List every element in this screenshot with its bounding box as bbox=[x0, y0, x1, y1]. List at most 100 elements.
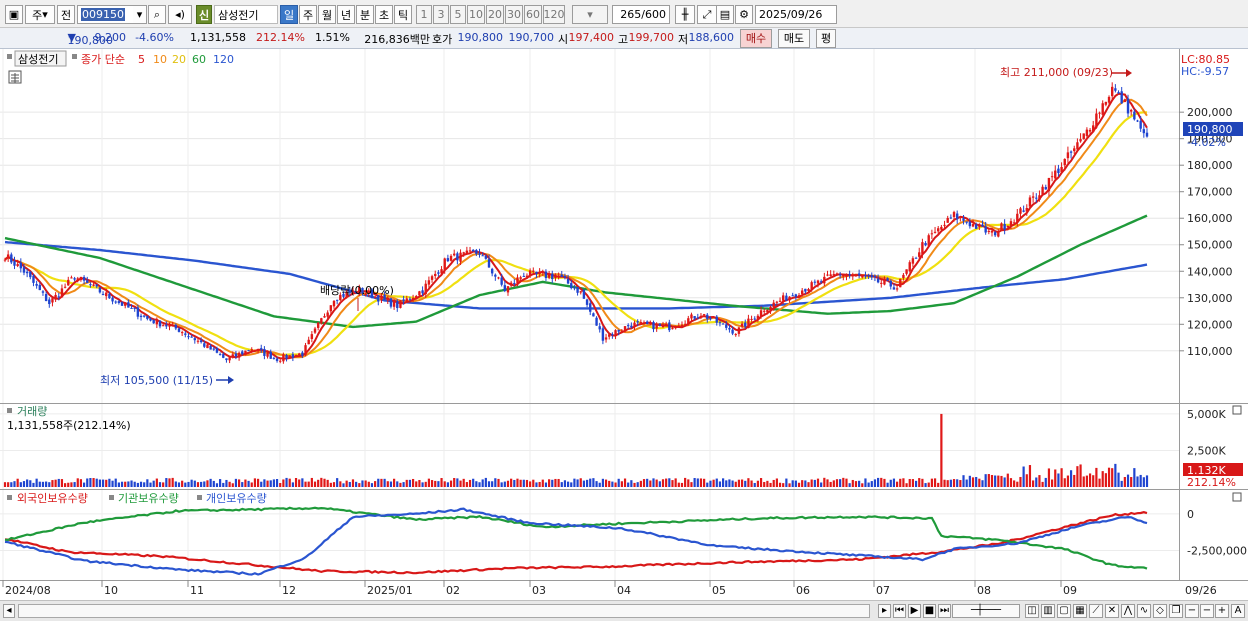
pattern-icon[interactable]: ⋀ bbox=[1121, 604, 1135, 618]
period-button[interactable]: 일 bbox=[280, 5, 298, 24]
window-icon[interactable]: ▢ bbox=[1057, 604, 1071, 618]
volume-bar bbox=[456, 478, 459, 487]
volume-bar bbox=[29, 480, 32, 487]
buy-button[interactable]: 매수 bbox=[740, 29, 772, 48]
volume-bar bbox=[880, 477, 883, 487]
period-button[interactable]: 년 bbox=[337, 5, 355, 24]
save-icon[interactable]: ▤ bbox=[716, 5, 734, 24]
candle-body bbox=[335, 299, 339, 301]
volume-bar bbox=[759, 478, 763, 487]
ma-label[interactable]: 종가 단순 bbox=[81, 53, 125, 66]
interval-button[interactable]: 60 bbox=[524, 5, 542, 24]
interval-input[interactable]: ▾ bbox=[572, 5, 608, 24]
trend-icon[interactable]: ⟋ bbox=[1089, 604, 1103, 618]
interval-button[interactable]: 1 bbox=[416, 5, 432, 24]
period-button[interactable]: 주 bbox=[299, 5, 317, 24]
volume-bar bbox=[601, 478, 604, 487]
volume-bar bbox=[715, 478, 718, 487]
cross-icon[interactable]: ✕ bbox=[1105, 604, 1119, 618]
candle-body bbox=[1088, 129, 1092, 132]
last-page-icon[interactable]: ⏭ bbox=[938, 604, 951, 618]
font-size-icon[interactable]: A bbox=[1231, 604, 1245, 618]
candle-body bbox=[313, 328, 317, 333]
candle-body bbox=[668, 322, 671, 331]
layout-icon[interactable]: ◫ bbox=[1025, 604, 1039, 618]
period-button[interactable]: 틱 bbox=[394, 5, 412, 24]
scrollbar-thumb[interactable] bbox=[18, 604, 870, 618]
candle-body bbox=[763, 310, 766, 312]
interval-button[interactable]: 3 bbox=[433, 5, 449, 24]
volume-bar bbox=[399, 482, 402, 487]
date-input[interactable]: 2025/09/26 bbox=[755, 5, 837, 24]
candle-body bbox=[579, 291, 582, 293]
draw-tool-icon[interactable]: ⤢ bbox=[697, 5, 717, 24]
evaluate-button[interactable]: 평 bbox=[816, 29, 836, 48]
market-select[interactable]: 주 ▾ bbox=[25, 5, 55, 24]
candle-body bbox=[490, 268, 494, 274]
volume-bar bbox=[744, 480, 747, 487]
volume-bar bbox=[522, 479, 525, 487]
stop-icon[interactable]: ■ bbox=[923, 604, 936, 618]
play-icon[interactable]: ▶ bbox=[908, 604, 921, 618]
interval-button[interactable]: 30 bbox=[505, 5, 523, 24]
candle-body bbox=[895, 288, 899, 290]
turnover-rate: 1.51% bbox=[315, 31, 350, 44]
candle-type-icon[interactable]: ╫ bbox=[675, 5, 695, 24]
scroll-right-icon[interactable]: ▸ bbox=[878, 604, 891, 618]
chart-scrollbar[interactable]: ◂ ▸ ⏮ ▶ ■ ⏭ ─┼─── ◫ ▥ ▢ ▦ ⟋ ✕ ⋀ ∿ ◇ ❐ − … bbox=[0, 600, 1248, 621]
chart-menu-icon[interactable]: ▣ bbox=[5, 5, 23, 24]
legend-individual[interactable]: 개인보유수량 bbox=[206, 492, 267, 505]
scroll-left-icon[interactable]: ◂ bbox=[3, 604, 15, 618]
prev-button[interactable]: 전 bbox=[57, 5, 75, 24]
holdings-pane-close-icon[interactable] bbox=[1232, 492, 1242, 502]
wave-icon[interactable]: ∿ bbox=[1137, 604, 1151, 618]
volume-bar bbox=[424, 481, 427, 487]
interval-button[interactable]: 20 bbox=[486, 5, 504, 24]
grid-icon[interactable]: ▦ bbox=[1073, 604, 1087, 618]
zoom-out-icon[interactable]: − bbox=[1185, 604, 1199, 618]
stock-chart[interactable]: 삼성전기 종가 단순 5 10 20 60 120 LC:80.85 HC:-9… bbox=[0, 49, 1248, 600]
search-icon[interactable]: ⌕ bbox=[148, 5, 166, 24]
legend-foreign[interactable]: 외국인보유수량 bbox=[17, 492, 88, 505]
volume-title[interactable]: 거래량 bbox=[17, 405, 47, 418]
volume-bar bbox=[7, 482, 10, 487]
interval-button[interactable]: 120 bbox=[543, 5, 565, 24]
candle-body bbox=[383, 294, 386, 300]
volume-bar bbox=[506, 480, 510, 487]
zoom-slider[interactable]: ─┼─── bbox=[952, 604, 1020, 618]
dividend-annotation: 배당락(0.00%) bbox=[320, 284, 394, 311]
interval-button[interactable]: 10 bbox=[467, 5, 485, 24]
volume-bar bbox=[339, 481, 342, 487]
candle-body bbox=[990, 230, 994, 233]
volume-bar bbox=[380, 478, 383, 487]
gear-icon[interactable]: ⚙ bbox=[735, 5, 753, 24]
separator-icon[interactable]: − bbox=[1200, 604, 1214, 618]
period-button[interactable]: 월 bbox=[318, 5, 336, 24]
code-dropdown-icon[interactable]: ▾ bbox=[133, 5, 147, 24]
chart-grid bbox=[0, 49, 1179, 580]
volume-pane-close-icon[interactable] bbox=[1232, 405, 1242, 415]
volume-bar bbox=[813, 479, 816, 487]
candle-body bbox=[177, 328, 181, 332]
period-button[interactable]: 분 bbox=[356, 5, 374, 24]
period-button[interactable]: 초 bbox=[375, 5, 393, 24]
split-icon[interactable]: ▥ bbox=[1041, 604, 1055, 618]
bid-label: 호가 bbox=[432, 33, 453, 46]
legend-institution[interactable]: 기관보유수량 bbox=[118, 492, 179, 505]
stock-code-input[interactable]: 009150 bbox=[77, 5, 145, 24]
shape-icon[interactable]: ◇ bbox=[1153, 604, 1167, 618]
candle-body bbox=[532, 270, 535, 272]
volume-bar bbox=[127, 481, 130, 487]
candle-body bbox=[908, 262, 911, 272]
candle-body bbox=[560, 274, 563, 277]
zoom-in-icon[interactable]: + bbox=[1215, 604, 1229, 618]
copy-icon[interactable]: ❐ bbox=[1169, 604, 1183, 618]
stock-tab[interactable] bbox=[14, 50, 67, 67]
interval-button[interactable]: 5 bbox=[450, 5, 466, 24]
speaker-icon[interactable]: ◂) bbox=[168, 5, 192, 24]
candle-body bbox=[38, 284, 41, 291]
low-arrow-head bbox=[228, 376, 234, 384]
sell-button[interactable]: 매도 bbox=[778, 29, 810, 48]
bar-count-input[interactable]: 265/600 bbox=[612, 5, 670, 24]
first-page-icon[interactable]: ⏮ bbox=[893, 604, 906, 618]
